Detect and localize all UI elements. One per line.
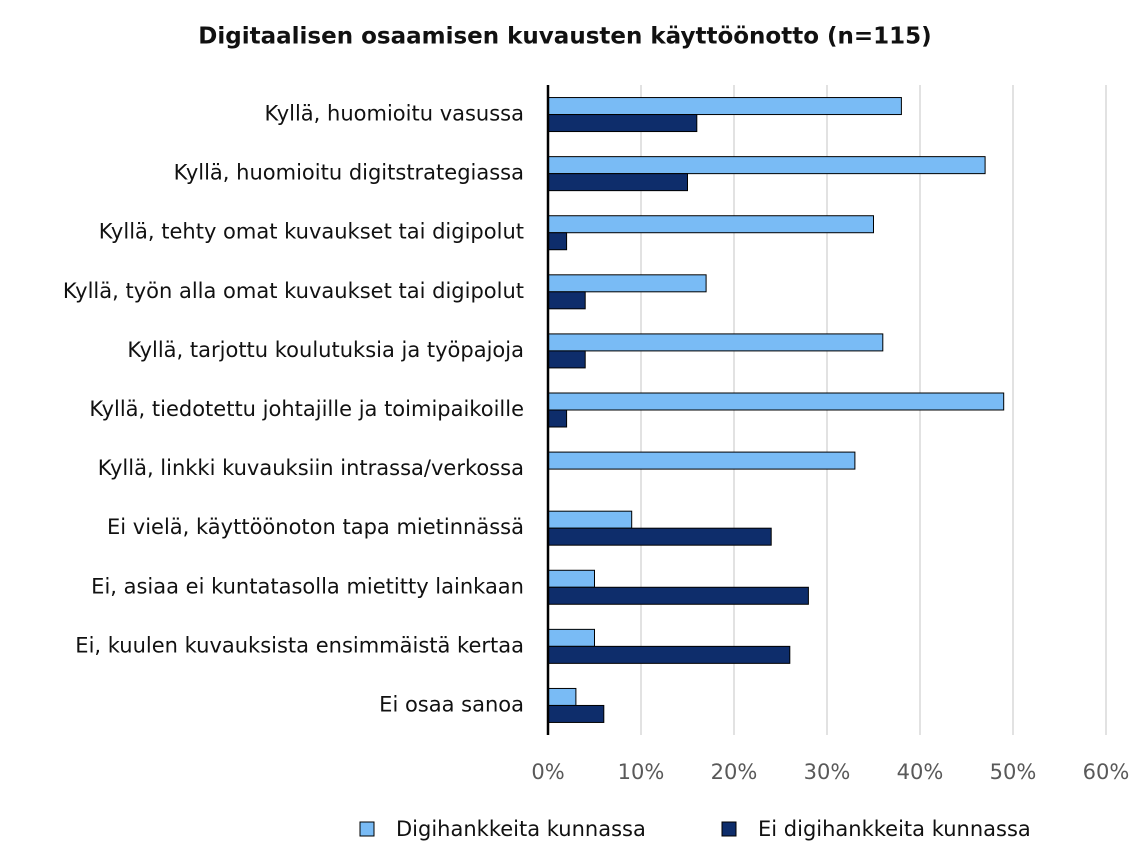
x-tick-label: 50% — [990, 760, 1037, 784]
bar — [547, 569, 595, 588]
bar — [547, 527, 772, 546]
y-tick-label: Kyllä, tiedotettu johtajille ja toimipai… — [89, 397, 524, 421]
x-tick-label: 0% — [531, 760, 564, 784]
chart-title: Digitaalisen osaamisen kuvausten käyttöö… — [198, 24, 931, 50]
bar — [547, 628, 595, 647]
bar — [547, 173, 688, 192]
legend-label: Digihankkeita kunnassa — [396, 817, 646, 841]
x-tick-label: 10% — [618, 760, 665, 784]
bar — [547, 350, 586, 369]
bar — [547, 274, 707, 293]
bar — [547, 114, 698, 133]
y-tick-label: Ei osaa sanoa — [379, 692, 524, 716]
bar — [547, 510, 633, 529]
x-tick-label: 40% — [897, 760, 944, 784]
y-tick-label: Ei vielä, käyttöönoton tapa mietinnässä — [107, 515, 524, 539]
y-tick-label: Kyllä, työn alla omat kuvaukset tai digi… — [63, 279, 524, 303]
bar — [547, 392, 1005, 411]
bar — [547, 291, 586, 310]
bar — [547, 333, 884, 352]
y-tick-label: Ei, kuulen kuvauksista ensimmäistä kerta… — [75, 633, 524, 657]
bar — [547, 451, 856, 470]
y-tick-label: Kyllä, huomioitu digitstrategiassa — [174, 161, 524, 185]
y-tick-label: Kyllä, linkki kuvauksiin intrassa/verkos… — [98, 456, 524, 480]
y-tick-label: Kyllä, huomioitu vasussa — [264, 102, 524, 126]
y-tick-label: Kyllä, tehty omat kuvaukset tai digipolu… — [99, 220, 524, 244]
bar — [547, 687, 577, 706]
legend-label: Ei digihankkeita kunnassa — [758, 817, 1031, 841]
bar — [547, 704, 605, 723]
bar — [547, 645, 791, 664]
x-tick-label: 60% — [1083, 760, 1130, 784]
y-tick-label: Ei, asiaa ei kuntatasolla mietitty laink… — [91, 574, 524, 598]
x-tick-label: 30% — [804, 760, 851, 784]
bar — [547, 409, 568, 428]
y-tick-label: Kyllä, tarjottu koulutuksia ja työpajoja — [127, 338, 524, 362]
bar — [547, 586, 809, 605]
bar — [547, 232, 568, 251]
bar — [547, 215, 874, 234]
legend-swatch — [721, 821, 737, 837]
legend-swatch — [359, 821, 375, 837]
bar — [547, 156, 986, 175]
bar — [547, 97, 902, 116]
x-tick-label: 20% — [711, 760, 758, 784]
